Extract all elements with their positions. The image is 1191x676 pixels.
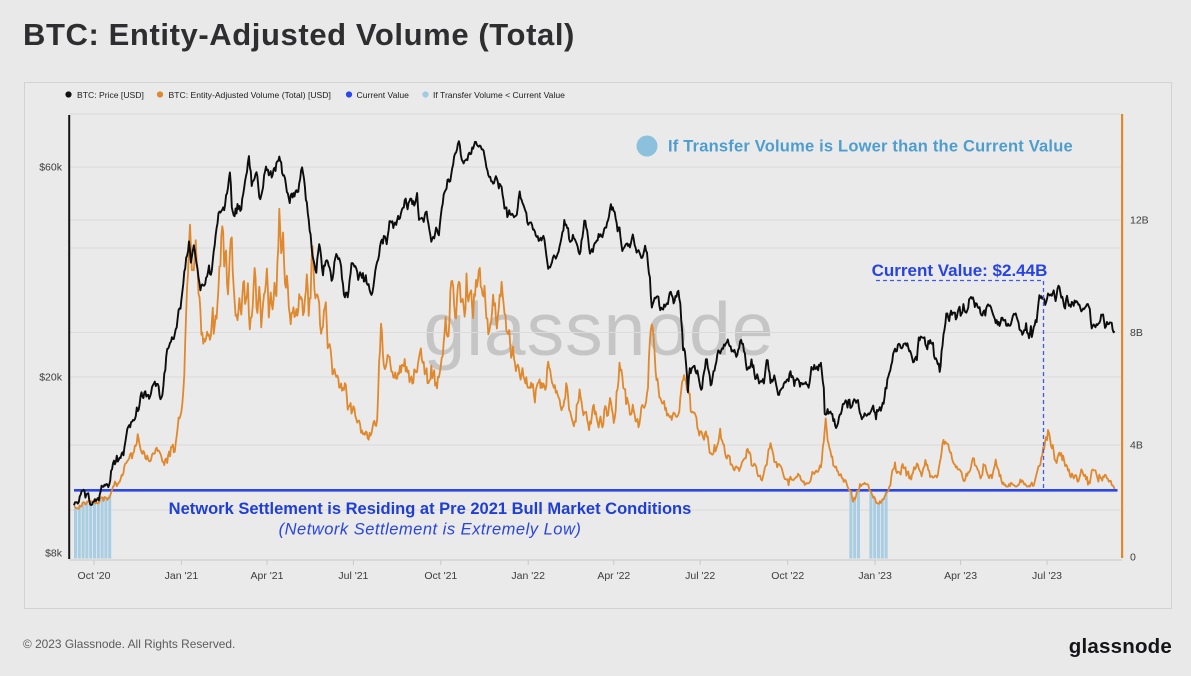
svg-text:BTC: Price [USD]: BTC: Price [USD] [77,90,144,100]
svg-text:Jul '23: Jul '23 [1032,570,1062,582]
svg-text:Jan '23: Jan '23 [858,570,892,582]
svg-text:Jan '22: Jan '22 [511,570,545,582]
svg-text:Oct '20: Oct '20 [78,570,111,582]
svg-text:$20k: $20k [39,372,63,384]
svg-text:4B: 4B [1130,440,1143,452]
svg-text:0: 0 [1130,552,1136,564]
svg-text:glassnode: glassnode [1069,635,1172,658]
svg-text:Oct '21: Oct '21 [424,570,457,582]
svg-text:Jul '21: Jul '21 [338,570,368,582]
svg-text:Apr '21: Apr '21 [251,570,284,582]
svg-text:Current Value: Current Value [357,90,410,100]
svg-text:glassnode: glassnode [424,287,775,371]
svg-text:If Transfer Volume < Current V: If Transfer Volume < Current Value [433,90,565,100]
svg-text:8B: 8B [1130,327,1143,339]
svg-text:Jul '22: Jul '22 [685,570,715,582]
svg-text:(Network Settlement is Extreme: (Network Settlement is Extremely Low) [279,521,582,539]
svg-text:$8k: $8k [45,548,63,560]
svg-text:Apr '23: Apr '23 [944,570,977,582]
svg-text:BTC: Entity-Adjusted Volume (T: BTC: Entity-Adjusted Volume (Total) [USD… [169,90,331,100]
svg-text:12B: 12B [1130,215,1149,227]
svg-text:Oct '22: Oct '22 [771,570,804,582]
svg-text:Current Value: $2.44B: Current Value: $2.44B [872,261,1048,280]
svg-text:$60k: $60k [39,162,63,174]
svg-text:Jan '21: Jan '21 [165,570,199,582]
svg-text:Network Settlement is Residing: Network Settlement is Residing at Pre 20… [169,500,692,518]
svg-text:Apr '22: Apr '22 [597,570,630,582]
svg-text:BTC: Entity-Adjusted Volume (T: BTC: Entity-Adjusted Volume (Total) [23,17,575,52]
svg-text:If Transfer Volume is Lower th: If Transfer Volume is Lower than the Cur… [668,138,1073,156]
svg-text:© 2023 Glassnode. All Rights R: © 2023 Glassnode. All Rights Reserved. [23,637,235,651]
